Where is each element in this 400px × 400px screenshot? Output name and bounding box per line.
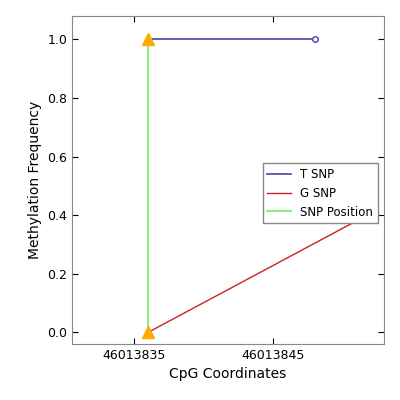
Legend: T SNP, G SNP, SNP Position: T SNP, G SNP, SNP Position	[263, 163, 378, 223]
X-axis label: CpG Coordinates: CpG Coordinates	[169, 368, 287, 382]
Y-axis label: Methylation Frequency: Methylation Frequency	[28, 101, 42, 259]
